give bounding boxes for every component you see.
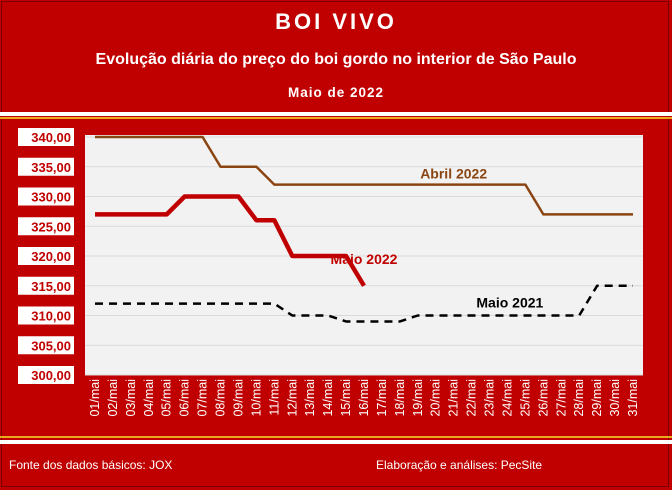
y-tick-box [18, 128, 74, 146]
x-tick-label: 23/mai [483, 379, 497, 417]
y-tick-box [18, 247, 74, 265]
series-label-abril-2022: Abril 2022 [420, 166, 487, 182]
x-tick-label: 15/mai [339, 379, 353, 417]
x-tick-label: 25/mai [518, 379, 532, 417]
x-tick-label: 17/mai [375, 379, 389, 417]
header-divider-accent [0, 117, 672, 119]
x-tick-label: 06/mai [178, 379, 192, 417]
series-labels: Abril 2022 Maio 2022 Maio 2021 [331, 166, 544, 311]
y-tick-box [18, 366, 74, 384]
series-line-maio-2021 [95, 284, 633, 323]
x-tick-label: 28/mai [572, 379, 586, 417]
y-tick-box [18, 276, 74, 295]
y-tick-label: 305,00 [31, 338, 71, 353]
x-tick-label: 19/mai [411, 379, 425, 417]
x-tick-label: 31/mai [626, 379, 640, 417]
y-tick-box [18, 187, 74, 206]
series-lines [95, 135, 633, 323]
footer-divider [0, 440, 672, 444]
y-tick-box [18, 157, 74, 176]
x-tick-label: 16/mai [357, 379, 371, 417]
x-tick-label: 04/mai [142, 379, 156, 417]
x-tick-label: 14/mai [321, 379, 335, 417]
x-tick-label: 10/mai [249, 379, 263, 417]
y-tick-label: 320,00 [31, 249, 71, 264]
x-tick-label: 02/mai [106, 379, 120, 417]
y-tick-box [18, 336, 74, 355]
x-tick-label: 29/mai [590, 379, 604, 417]
x-tick-label: 03/mai [124, 379, 138, 417]
y-tick-box [18, 306, 74, 325]
chart-title: BOI VIVO [275, 9, 397, 34]
footer-divider-accent [0, 436, 672, 438]
y-tick-label: 335,00 [31, 160, 71, 175]
x-tick-label: 13/mai [303, 379, 317, 417]
y-tick-label: 310,00 [31, 309, 71, 324]
x-tick-labels: 01/mai 02/mai 03/mai 04/mai 05/mai 06/mai 07/m… [88, 379, 640, 417]
x-tick-label: 18/mai [393, 379, 407, 417]
series-line-maio-2022 [95, 194, 366, 287]
x-tick-label: 11/mai [267, 379, 281, 416]
data-source: Fonte dos dados básicos: JOX [9, 458, 173, 472]
x-tick-label: 20/mai [429, 379, 443, 417]
series-label-maio-2021: Maio 2021 [476, 295, 543, 311]
x-tick-label: 30/mai [608, 379, 622, 417]
credits: Elaboração e análises: PecSite [376, 458, 543, 472]
x-tick-label: 05/mai [160, 379, 174, 417]
plot-area [85, 135, 643, 375]
y-tick-label: 330,00 [31, 190, 71, 205]
series-label-maio-2022: Maio 2022 [331, 251, 398, 267]
x-tick-label: 01/mai [88, 379, 102, 417]
y-tick-label: 325,00 [31, 219, 71, 234]
x-tick-label: 22/mai [465, 379, 479, 417]
x-tick-label: 26/mai [536, 379, 550, 417]
x-tick-label: 09/mai [231, 379, 245, 417]
x-tick-label: 21/mai [447, 379, 461, 417]
x-tick-label: 07/mai [196, 379, 210, 417]
grid-lines [85, 136, 643, 376]
y-tick-label: 315,00 [31, 279, 71, 294]
y-tick-label: 340,00 [31, 130, 71, 145]
x-tick-label: 24/mai [500, 379, 514, 417]
chart-subtitle: Evolução diária do preço do boi gordo no… [95, 51, 577, 68]
y-tick-box [18, 217, 74, 236]
y-tick-labels: 300,00 305,00 310,00 315,00 320,00 325,00 330,… [18, 128, 74, 384]
chart-period: Maio de 2022 [287, 85, 385, 100]
series-line-abril-2022 [95, 135, 633, 216]
y-tick-label: 300,00 [31, 368, 71, 383]
x-tick-label: 27/mai [554, 379, 568, 417]
header-divider [0, 112, 672, 116]
x-tick-label: 08/mai [214, 379, 228, 417]
x-tick-label: 12/mai [285, 379, 299, 417]
